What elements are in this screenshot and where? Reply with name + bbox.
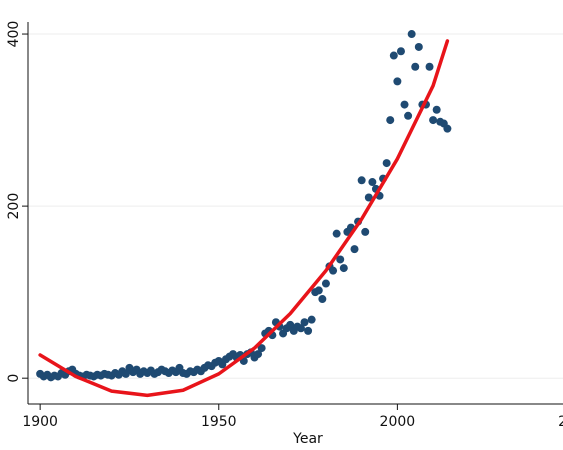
y-tick-label: 400 — [6, 21, 22, 48]
scatter-point — [368, 178, 377, 187]
scatter-point — [321, 279, 330, 288]
x-axis-title: Year — [292, 431, 323, 447]
scatter-point — [314, 286, 323, 295]
scatter-point — [304, 326, 313, 335]
scatter-point — [307, 315, 316, 324]
y-tick-label: 200 — [6, 193, 22, 220]
scatter-point — [404, 111, 413, 120]
x-tick-label: 2050 — [558, 414, 563, 430]
scatter-point — [400, 100, 409, 109]
scatter-point — [382, 159, 391, 168]
scatter-point — [339, 264, 348, 273]
scatter-point — [425, 62, 434, 71]
scatter-point — [364, 193, 373, 202]
scatter-point — [393, 77, 402, 86]
scatter-point — [414, 42, 423, 51]
scatter-point — [350, 245, 359, 254]
scatter-point — [318, 295, 327, 304]
scatter-point — [411, 62, 420, 71]
scatter-point — [296, 324, 305, 333]
scatter-point — [329, 266, 338, 275]
scatter-point — [257, 344, 266, 353]
scatter-point — [121, 369, 130, 378]
scatter-point — [407, 30, 416, 39]
scatter-point — [336, 255, 345, 264]
scatter-point — [396, 47, 405, 56]
y-tick-label: 0 — [6, 374, 22, 383]
scatter-point — [254, 350, 263, 359]
x-tick-label: 1900 — [22, 414, 58, 430]
x-tick-label: 2000 — [380, 414, 416, 430]
scatter-point — [300, 318, 309, 327]
scatter-point — [357, 176, 366, 185]
scatter-point — [286, 320, 295, 329]
x-tick-label: 1950 — [201, 414, 237, 430]
scatter-point — [332, 229, 341, 238]
scatter-point — [361, 227, 370, 236]
scatter-point — [429, 116, 438, 125]
scatter-point — [386, 116, 395, 125]
fit-line — [38, 39, 450, 398]
scatter-point — [432, 105, 441, 114]
scatter-point — [443, 124, 452, 133]
scatter-point — [389, 51, 398, 60]
